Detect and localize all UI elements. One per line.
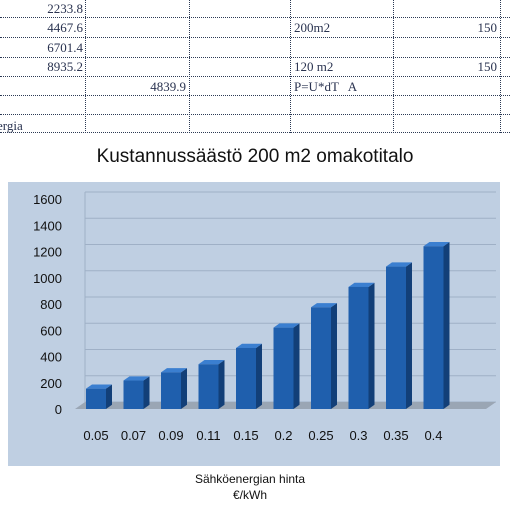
y-tick-label: 0 [55,402,62,417]
grid-line [0,57,510,58]
x-axis-unit: €/kWh [232,488,267,502]
x-tick-label: 0.07 [121,428,146,443]
bar-side [256,343,262,409]
sheet-cell: 4839.9 [150,79,186,94]
bar-front [273,327,294,409]
bar-top [348,282,375,287]
x-tick-label: 0.05 [83,428,108,443]
bar-front [198,364,219,409]
bar [423,242,450,409]
grid-line [0,132,510,133]
bar-front [161,372,181,409]
bar-front [236,347,256,409]
sheet-cell: 150 [477,20,498,35]
bar-front [386,266,406,409]
sheet-cell: P=U*dT A [294,79,358,94]
sheet-cell: 2233.8 [47,1,83,16]
chart-title: Kustannussäästö 200 m2 omakotitalo [96,146,414,167]
x-axis-ticks: 0.05 0.07 0.09 0.11 0.15 0.2 0.25 0.3 0.35 0.4 [83,428,442,443]
bar [86,384,112,409]
bar-top [236,343,262,348]
bar-top [273,323,300,328]
bars [86,242,450,409]
bar-front [86,388,106,409]
column-divider [85,0,86,133]
grid-line [0,17,510,18]
column-divider [393,0,394,133]
y-tick-label: 1000 [33,271,62,286]
bar [198,360,225,409]
column-divider [290,0,291,133]
x-axis-label: Sähköenergian hinta [194,472,306,486]
bar-side [106,384,112,409]
bar-front [423,246,444,409]
sheet-cell: 4467.6 [47,20,83,35]
bar-side [406,262,412,409]
sheet-cell: 200m2 [294,20,331,35]
x-tick-label: 0.15 [233,428,258,443]
bar-side [143,376,150,409]
bar-top [198,360,225,365]
y-tick-label: 600 [40,323,62,338]
bar-front [123,380,144,409]
bar-top [161,368,187,373]
bar-top [311,303,337,308]
x-tick-label: 0.3 [349,428,367,443]
grid-line [0,76,510,77]
bar-front [348,286,369,409]
bar [161,368,187,409]
x-tick-label: 0.4 [424,428,442,443]
x-tick-label: 0.11 [196,428,220,443]
sheet-cell: 120 m2 [294,59,334,74]
y-tick-label: 1200 [33,245,62,260]
x-tick-label: 0.25 [308,428,333,443]
y-tick-label: 800 [40,297,62,312]
bar-top [386,262,412,267]
bar-side [443,242,450,409]
bar-top [423,242,450,247]
x-tick-label: 0.35 [383,428,408,443]
sheet-cell: 150 [477,59,498,74]
bar-top [86,384,112,389]
bar-side [331,303,337,409]
y-tick-label: 400 [40,350,62,365]
sheet-cell-partial: ergia [0,118,23,133]
bar [236,343,262,409]
sheet-cell: 8935.2 [47,59,83,74]
bar [348,282,375,409]
x-tick-label: 0.2 [274,428,292,443]
column-divider [189,0,190,133]
y-tick-label: 1400 [33,218,62,233]
sheet-cell: 6701.4 [47,40,83,55]
grid-line [0,114,510,115]
bar-side [293,323,300,409]
plot-background [8,182,500,466]
y-axis-ticks: 0 200 400 600 800 1000 1200 1400 1600 [33,192,62,417]
bar-side [181,368,187,409]
bar-top [123,376,150,381]
column-divider [500,0,501,133]
grid-line [0,37,510,38]
x-tick-label: 0.09 [158,428,183,443]
y-tick-label: 200 [40,376,62,391]
bar-side [218,360,225,409]
bar [311,303,337,409]
bar [386,262,412,409]
bar [273,323,300,409]
y-tick-label: 1600 [33,192,62,207]
bar [123,376,150,409]
spreadsheet-fragment: 2233.8 4467.6 200m2 150 6701.4 8935.2 12… [0,0,510,135]
bar-side [368,282,375,409]
bar-front [311,307,331,409]
grid-line [0,95,510,96]
